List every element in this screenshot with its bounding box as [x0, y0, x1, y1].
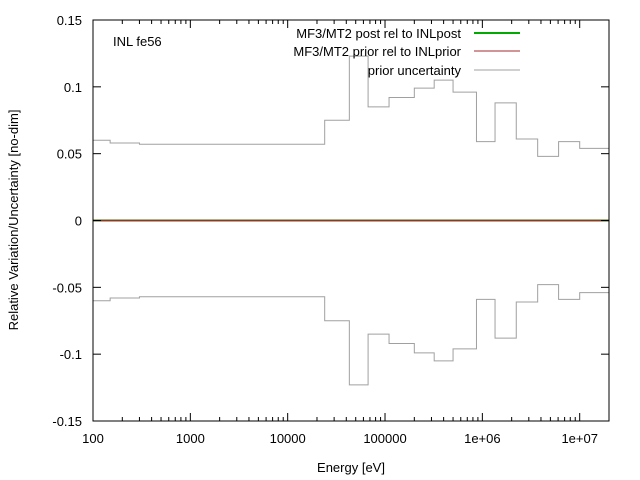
- y-tick-label: -0.1: [60, 347, 82, 362]
- legend-label: prior uncertainty: [368, 63, 462, 78]
- x-axis-label: Energy [eV]: [317, 460, 385, 475]
- x-tick-label: 100: [82, 431, 104, 446]
- y-axis-label: Relative Variation/Uncertainty [no-dim]: [6, 110, 21, 331]
- x-tick-label: 1000: [176, 431, 205, 446]
- x-tick-label: 100000: [363, 431, 406, 446]
- legend: MF3/MT2 post rel to INLpost MF3/MT2 prior…: [293, 26, 520, 78]
- uncertainty-upper-line: [93, 55, 609, 157]
- y-tick-label: 0.1: [64, 80, 82, 95]
- y-tick-label: 0.15: [57, 13, 82, 28]
- y-tick-label: -0.05: [52, 280, 82, 295]
- x-tick-label: 10000: [270, 431, 306, 446]
- y-tick-label: 0.05: [57, 147, 82, 162]
- plot-frame: [92, 19, 610, 422]
- x-tick-label: 1e+06: [464, 431, 501, 446]
- legend-label: MF3/MT2 post rel to INLpost: [296, 26, 461, 41]
- uncertainty-lower-line: [93, 284, 609, 386]
- legend-label: MF3/MT2 prior rel to INLprior: [293, 44, 461, 59]
- x-tick-label: 1e+07: [561, 431, 598, 446]
- chart-annotation: INL fe56: [113, 34, 162, 49]
- y-tick-label: 0: [75, 214, 82, 229]
- axes-layer: 100 1000 10000 100000 1e+06 1e+07 0.15 0.1 0.05 0…: [52, 13, 610, 446]
- y-tick-label: -0.15: [52, 414, 82, 429]
- data-layer: [93, 55, 609, 386]
